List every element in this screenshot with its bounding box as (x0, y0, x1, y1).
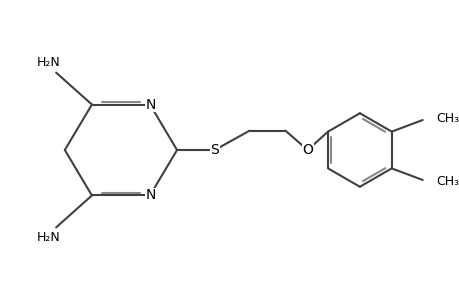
Text: S: S (210, 143, 218, 157)
Text: H₂N: H₂N (36, 56, 60, 69)
Text: O: O (302, 143, 313, 157)
Text: CH₃: CH₃ (435, 112, 459, 124)
Text: N: N (146, 98, 156, 112)
Text: CH₃: CH₃ (435, 176, 459, 188)
Text: N: N (146, 188, 156, 203)
Text: H₂N: H₂N (36, 231, 60, 244)
